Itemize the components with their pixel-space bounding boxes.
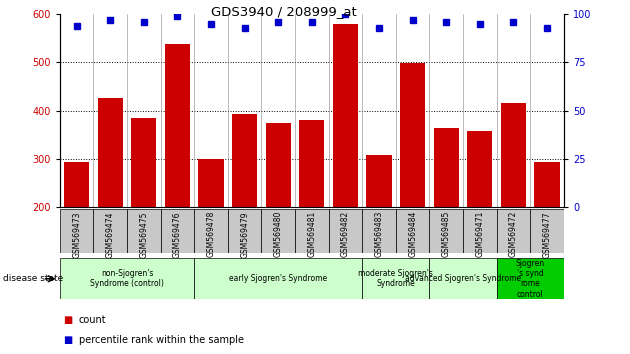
Text: GSM569478: GSM569478 [207,211,215,257]
Bar [430,209,463,253]
Bar [496,209,530,253]
Text: GSM569476: GSM569476 [173,211,182,258]
Bar [400,63,425,207]
Bar [198,159,224,207]
Bar [194,258,362,299]
Bar [131,118,156,207]
Text: moderate Sjogren's
Syndrome: moderate Sjogren's Syndrome [358,269,433,289]
Bar [501,103,526,207]
Text: GSM569482: GSM569482 [341,211,350,257]
Bar [295,209,329,253]
Bar [530,209,564,253]
Bar [98,98,123,207]
Text: GSM569471: GSM569471 [476,211,484,257]
Bar [60,209,93,253]
Text: ■: ■ [63,315,72,325]
Text: GSM569479: GSM569479 [240,211,249,258]
Text: Sjogren
's synd
rome
control: Sjogren 's synd rome control [516,259,545,299]
Bar [299,120,324,207]
Text: percentile rank within the sample: percentile rank within the sample [79,335,244,345]
Bar [362,209,396,253]
Bar [496,258,564,299]
Text: GSM569484: GSM569484 [408,211,417,257]
Bar [228,209,261,253]
Bar [367,155,392,207]
Bar [261,209,295,253]
Bar [161,209,194,253]
Bar [329,209,362,253]
Text: GSM569481: GSM569481 [307,211,316,257]
Text: non-Sjogren's
Syndrome (control): non-Sjogren's Syndrome (control) [90,269,164,289]
Bar [93,209,127,253]
Text: count: count [79,315,106,325]
Text: GDS3940 / 208999_at: GDS3940 / 208999_at [210,5,357,18]
Text: GSM569475: GSM569475 [139,211,148,258]
Text: early Sjogren's Syndrome: early Sjogren's Syndrome [229,274,328,283]
Bar [534,162,559,207]
Bar [64,162,89,207]
Bar [60,258,194,299]
Bar [266,123,291,207]
Bar [362,258,430,299]
Text: GSM569473: GSM569473 [72,211,81,258]
Text: advanced Sjogren's Syndrome: advanced Sjogren's Syndrome [405,274,521,283]
Text: ■: ■ [63,335,72,345]
Text: GSM569472: GSM569472 [509,211,518,257]
Bar [396,209,430,253]
Bar [433,129,459,207]
Text: GSM569477: GSM569477 [542,211,551,258]
Bar [194,209,228,253]
Bar [430,258,496,299]
Text: GSM569480: GSM569480 [274,211,283,257]
Bar [333,24,358,207]
Text: disease state: disease state [3,274,64,283]
Bar [127,209,161,253]
Bar [165,44,190,207]
Bar [232,114,257,207]
Bar [463,209,496,253]
Text: GSM569474: GSM569474 [106,211,115,258]
Bar [467,131,493,207]
Text: GSM569485: GSM569485 [442,211,450,257]
Text: GSM569483: GSM569483 [375,211,384,257]
